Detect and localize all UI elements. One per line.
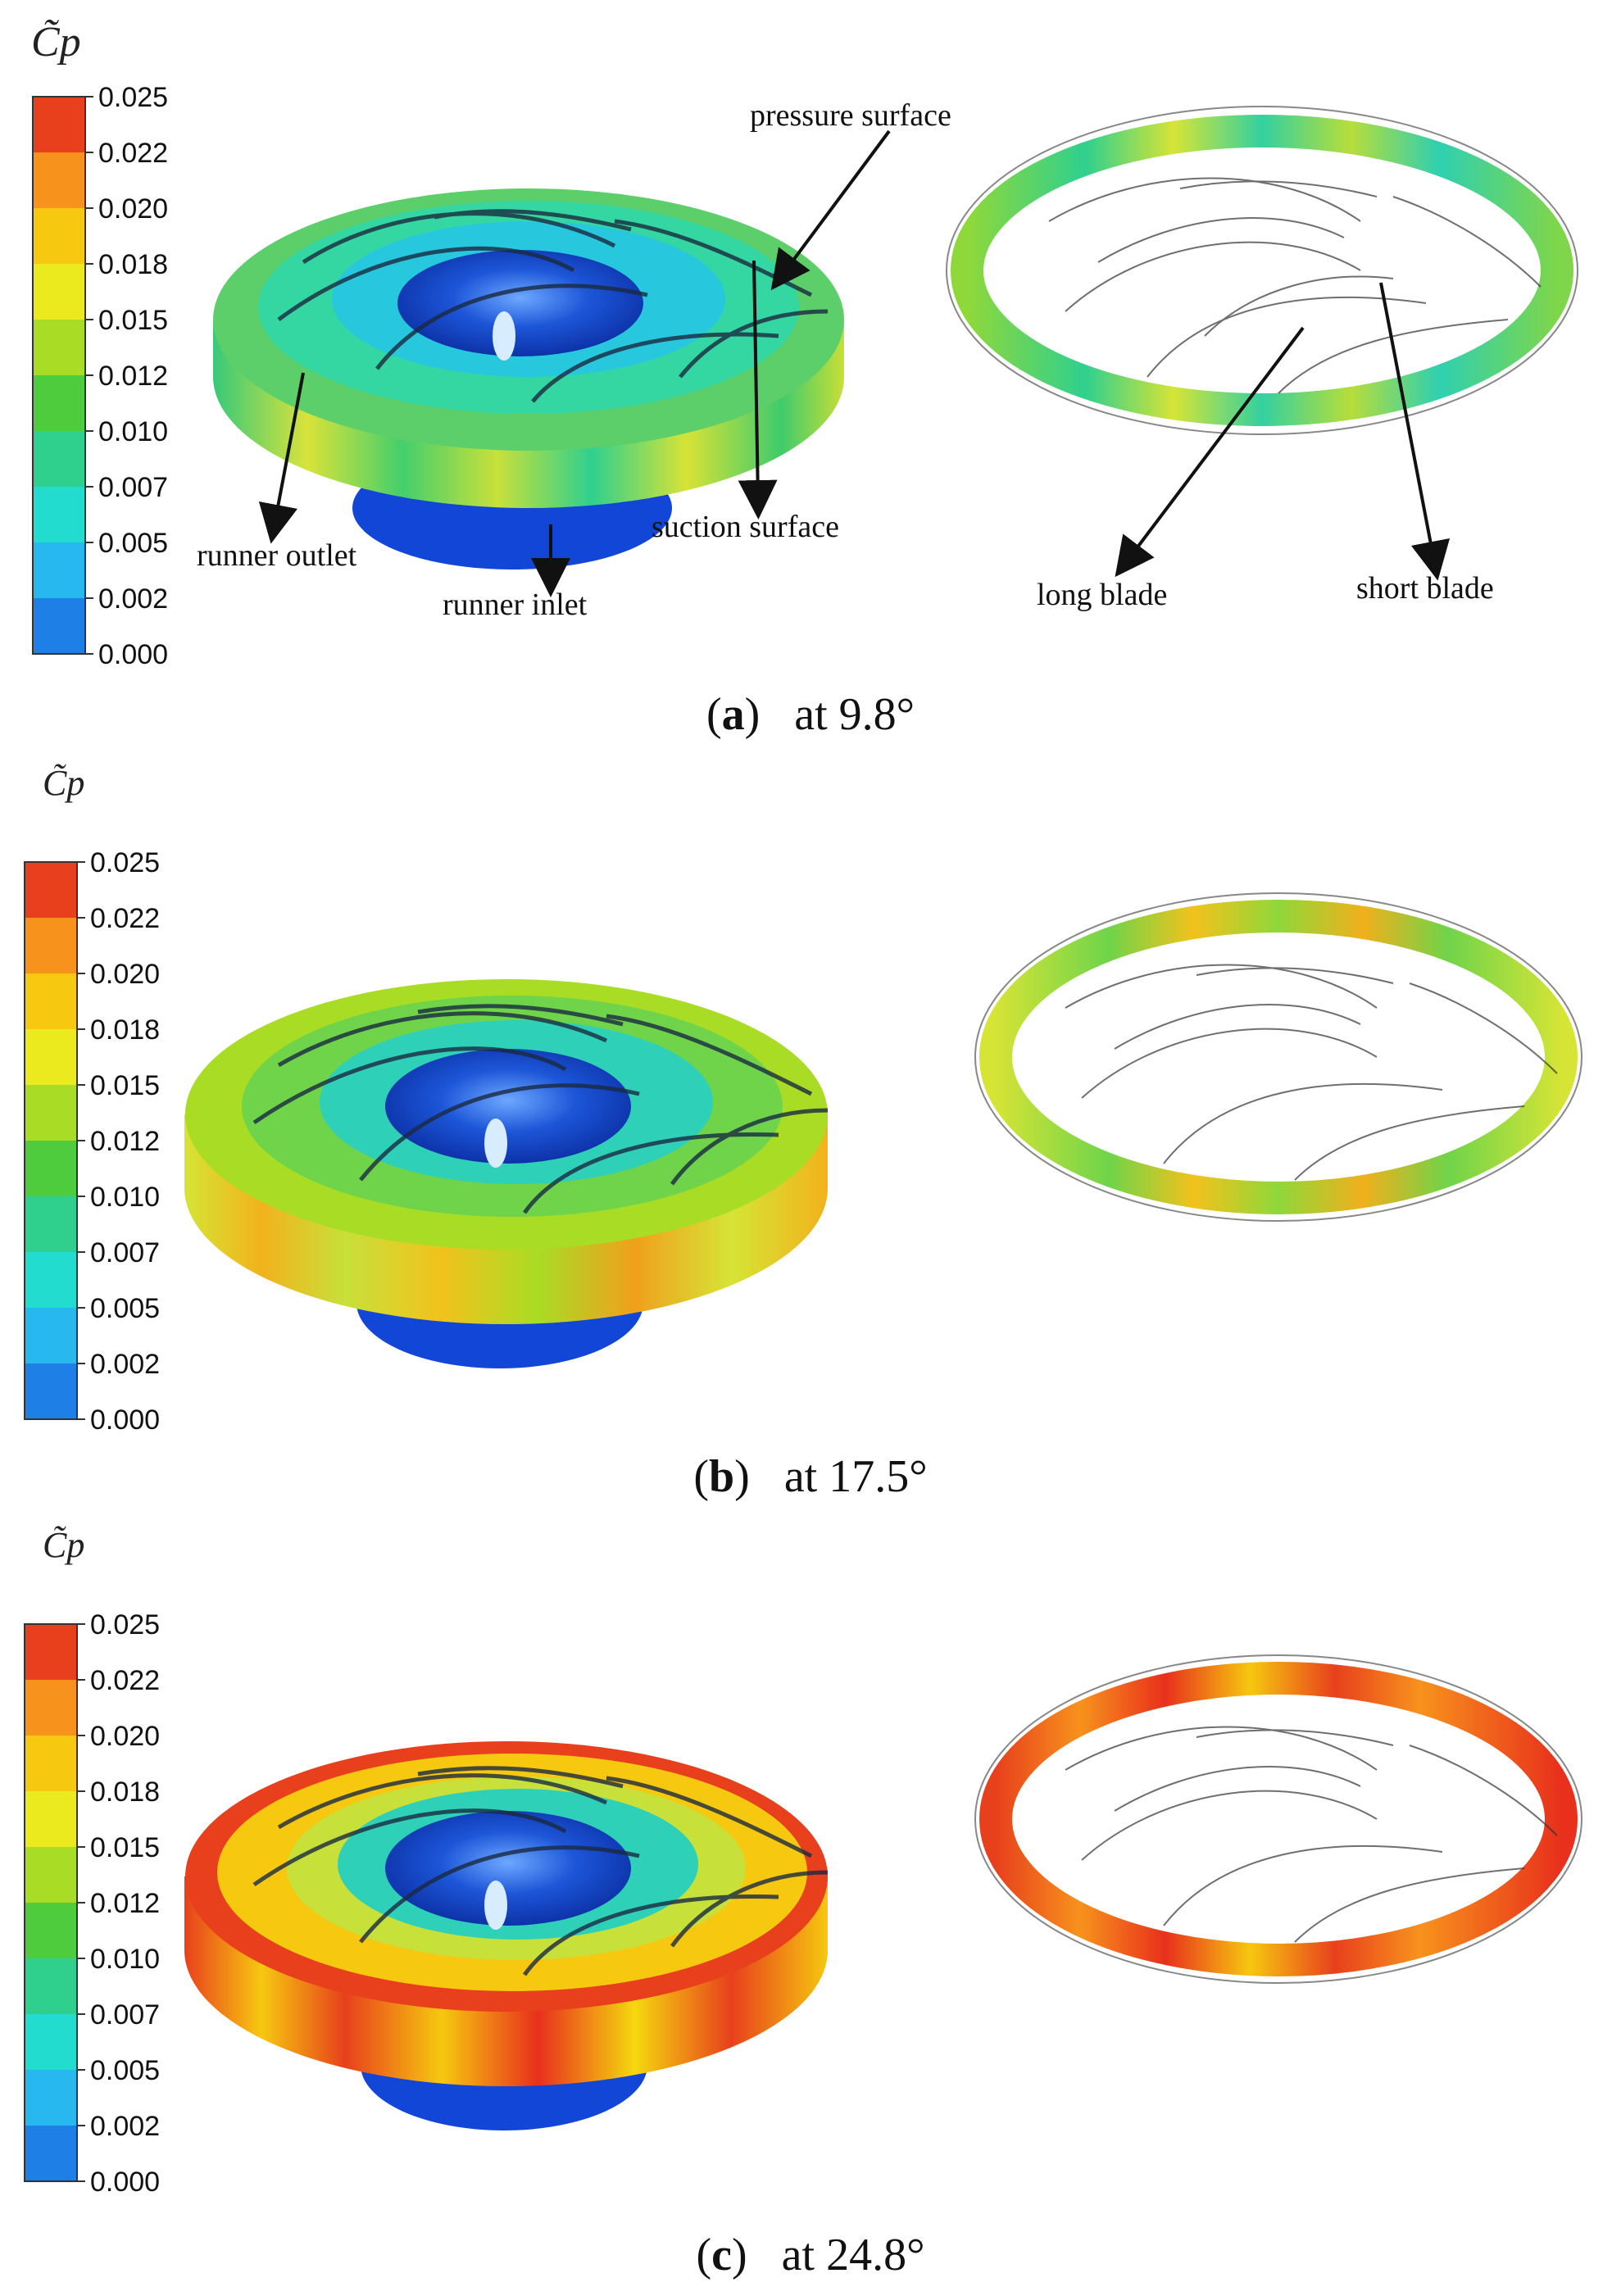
colorbar-segment: [25, 1736, 77, 1791]
label-pressure-surface: pressure surface: [750, 98, 951, 133]
colorbar-tick-label: 0.022: [90, 903, 160, 934]
colorbar-segment: [25, 1680, 77, 1736]
colorbar-segment: [25, 1141, 77, 1196]
colorbar: 0.025 0.022 0.020 0.018 0.015 0.012 0.010 0.007…: [32, 82, 168, 670]
colorbar-tick-label: 0.007: [90, 1999, 160, 2031]
outlet-ring-render: [974, 892, 1582, 1222]
colorbar-segment: [33, 208, 85, 264]
runner-surface-render: [184, 1741, 829, 2130]
colorbar-tick-label: 0.015: [90, 1070, 160, 1101]
colorbar: 0.025 0.022 0.020 0.018 0.015 0.012 0.010 0.007…: [24, 1609, 160, 2198]
label-runner-inlet: runner inlet: [443, 588, 588, 622]
panel-b: C̃p 0.025 0.022 0.020 0.018 0.015 0.012 0.010 0…: [0, 762, 1621, 1524]
caption-letter: a: [721, 689, 745, 740]
colorbar-tick-label: 0.020: [98, 193, 168, 225]
runner-surface-render: [184, 979, 829, 1368]
colorbar-tick-label: 0.012: [98, 361, 168, 392]
colorbar-title: C̃p: [43, 1525, 85, 1565]
colorbar-tick-label: 0.005: [90, 1293, 160, 1324]
colorbar-segment: [25, 1791, 77, 1847]
colorbar-tick-label: 0.002: [90, 1349, 160, 1380]
caption-b: (b) at 17.5°: [693, 1451, 928, 1502]
colorbar-tick-label: 0.002: [90, 2111, 160, 2142]
colorbar-segment: [33, 542, 85, 598]
colorbar-tick-label: 0.025: [90, 847, 160, 878]
colorbar: 0.025 0.022 0.020 0.018 0.015 0.012 0.010 0.007…: [24, 847, 160, 1436]
colorbar-tick-label: 0.025: [98, 82, 168, 113]
colorbar-segment: [25, 2126, 77, 2181]
colorbar-tick-label: 0.025: [90, 1609, 160, 1640]
colorbar-segment: [25, 1252, 77, 1308]
runner-surface-render: [213, 188, 844, 569]
colorbar-segment: [25, 973, 77, 1029]
panel-c: C̃p 0.025 0.022 0.020 0.018 0.015 0.012 0.010 0…: [0, 1524, 1621, 2296]
colorbar-segment: [25, 1624, 77, 1680]
colorbar-segment: [25, 1958, 77, 2014]
colorbar-tick-label: 0.005: [98, 528, 168, 559]
colorbar-tick-label: 0.012: [90, 1888, 160, 1919]
colorbar-tick-label: 0.010: [90, 1182, 160, 1213]
colorbar-segment: [25, 1029, 77, 1085]
colorbar-tick-label: 0.018: [90, 1776, 160, 1808]
colorbar-tick-label: 0.007: [98, 472, 168, 503]
colorbar-segment: [25, 862, 77, 918]
colorbar-tick-label: 0.002: [98, 583, 168, 615]
colorbar-tick-label: 0.005: [90, 2055, 160, 2086]
colorbar-segment: [25, 1308, 77, 1364]
caption-text: at 24.8°: [781, 2230, 925, 2280]
colorbar-segment: [25, 918, 77, 973]
colorbar-tick-label: 0.022: [90, 1665, 160, 1696]
colorbar-segment: [25, 2014, 77, 2070]
colorbar-segment: [25, 2070, 77, 2126]
colorbar-tick-label: 0.020: [90, 1721, 160, 1752]
colorbar-segment: [33, 598, 85, 654]
colorbar-tick-label: 0.022: [98, 138, 168, 169]
colorbar-tick-label: 0.010: [90, 1944, 160, 1975]
colorbar-tick-label: 0.018: [90, 1014, 160, 1046]
colorbar-tick-label: 0.020: [90, 959, 160, 990]
caption-text: at 9.8°: [794, 689, 915, 740]
caption-a: (a) at 9.8°: [706, 689, 915, 740]
colorbar-segment: [33, 97, 85, 152]
colorbar-segment: [25, 1903, 77, 1958]
caption-text: at 17.5°: [783, 1451, 928, 1502]
colorbar-tick-label: 0.010: [98, 416, 168, 447]
annotation-layer: pressure surface suction surface runner …: [197, 98, 1494, 622]
label-suction-surface: suction surface: [652, 510, 839, 544]
colorbar-tick-label: 0.015: [90, 1832, 160, 1863]
label-short-blade: short blade: [1356, 571, 1494, 606]
colorbar-tick-label: 0.000: [90, 2167, 160, 2198]
caption-letter: b: [709, 1451, 735, 1502]
colorbar-tick-label: 0.012: [90, 1126, 160, 1157]
colorbar-segment: [33, 320, 85, 375]
colorbar-segment: [33, 264, 85, 320]
colorbar-segment: [25, 1085, 77, 1141]
colorbar-tick-label: 0.015: [98, 305, 168, 336]
colorbar-tick-label: 0.000: [90, 1404, 160, 1436]
colorbar-segment: [33, 152, 85, 208]
colorbar-segment: [25, 1196, 77, 1252]
colorbar-segment: [25, 1847, 77, 1903]
colorbar-segment: [33, 431, 85, 487]
colorbar-tick-label: 0.007: [90, 1237, 160, 1268]
colorbar-title: C̃p: [43, 763, 85, 803]
panel-a: C̃p 0.025 0.022 0.020 0.018 0.015 0.012 0.010 0…: [0, 0, 1621, 740]
caption-letter: c: [711, 2230, 733, 2280]
colorbar-tick-label: 0.000: [98, 639, 168, 670]
colorbar-segment: [33, 487, 85, 542]
colorbar-title: C̃p: [31, 19, 81, 66]
outlet-ring-render: [946, 106, 1578, 435]
colorbar-segment: [33, 375, 85, 431]
colorbar-tick-label: 0.018: [98, 249, 168, 280]
caption-c: (c) at 24.8°: [696, 2230, 925, 2280]
outlet-ring-render: [974, 1654, 1582, 1984]
label-runner-outlet: runner outlet: [197, 538, 357, 573]
label-long-blade: long blade: [1037, 578, 1167, 612]
colorbar-segment: [25, 1364, 77, 1419]
